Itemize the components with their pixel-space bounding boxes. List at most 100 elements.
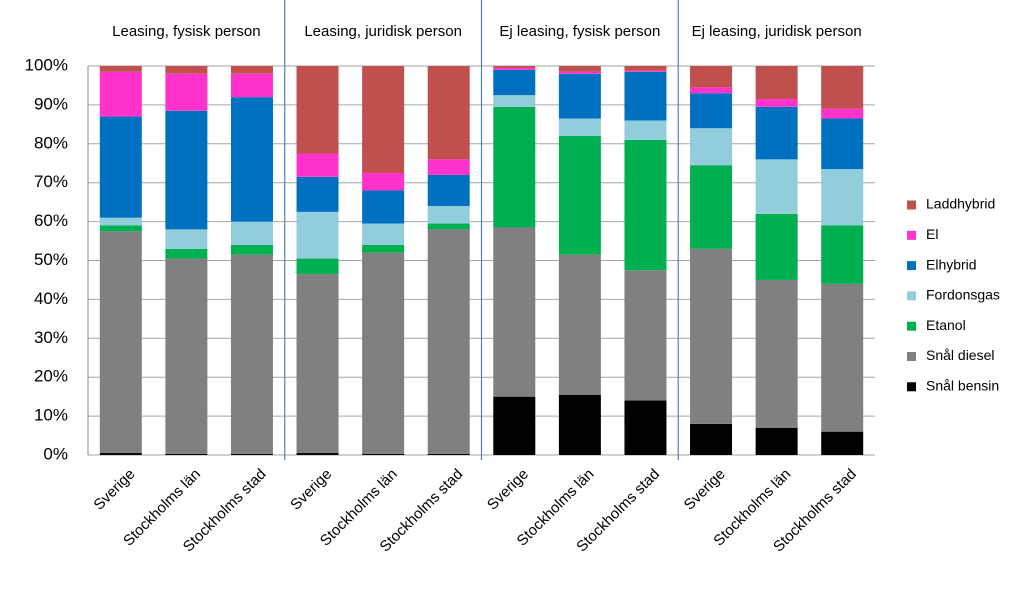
group-label: Leasing, fysisk person — [112, 23, 260, 40]
bar-segment — [165, 248, 208, 259]
bar-segment — [624, 270, 667, 401]
bar-segment — [755, 213, 798, 280]
bar-segment — [427, 174, 470, 207]
legend-label: El — [926, 226, 938, 242]
legend-label: Fordonsgas — [926, 287, 1000, 303]
bar-segment — [99, 71, 142, 117]
bar-segment — [296, 153, 339, 177]
bar-segment — [427, 229, 470, 454]
legend-swatch — [907, 230, 916, 240]
bar-segment — [427, 159, 470, 175]
bar-segment — [230, 73, 273, 98]
bar-segment — [99, 66, 142, 72]
bar-segment — [558, 73, 601, 119]
bar-segment — [296, 176, 339, 212]
y-tick-label: 90% — [34, 94, 68, 113]
bar-segment — [165, 73, 208, 111]
x-tick-label: Sverige — [484, 466, 532, 514]
bar-segment — [165, 229, 208, 249]
bar-segment — [427, 223, 470, 230]
bar-segment — [493, 95, 536, 107]
y-tick-label: 0% — [43, 444, 68, 463]
bar-segment — [296, 453, 339, 455]
bar-segment — [690, 423, 733, 455]
group-label: Ej leasing, juridisk person — [692, 23, 862, 40]
group-label: Ej leasing, fysisk person — [499, 23, 660, 40]
bar-segment — [362, 223, 405, 245]
bar-segment — [99, 225, 142, 232]
bar-segment — [755, 106, 798, 160]
bar-segment — [821, 225, 864, 284]
bar-segment — [362, 252, 405, 454]
legend-swatch — [907, 321, 916, 331]
y-tick-label: 100% — [25, 55, 68, 74]
legend-swatch — [907, 352, 916, 361]
bar-segment — [624, 400, 667, 455]
bar-segment — [558, 254, 601, 395]
bar-segment — [493, 67, 536, 70]
bar-segment — [624, 70, 667, 72]
bar-segment — [821, 283, 864, 432]
legend-label: Etanol — [926, 317, 966, 333]
bar-segment — [296, 211, 339, 259]
bar-segment — [755, 279, 798, 428]
bar-segment — [690, 93, 733, 129]
bar-segment — [362, 172, 405, 191]
bar-segment — [821, 169, 864, 226]
bar-segment — [230, 221, 273, 245]
bar-segment — [99, 231, 142, 454]
bar-segment — [165, 66, 208, 74]
y-tick-label: 30% — [34, 328, 68, 347]
bar-segment — [493, 396, 536, 455]
bar-segment — [230, 97, 273, 222]
bar-segment — [362, 66, 405, 173]
bar-segment — [427, 453, 470, 455]
bar-segment — [362, 190, 405, 224]
group-label: Leasing, juridisk person — [304, 23, 462, 40]
bar-segment — [99, 453, 142, 455]
bar-segment — [821, 66, 864, 109]
y-tick-label: 80% — [34, 133, 68, 152]
bar-segment — [296, 66, 339, 154]
bar-segment — [427, 206, 470, 224]
bar-segment — [558, 71, 601, 74]
legend-label: Laddhybrid — [926, 196, 995, 212]
y-tick-label: 60% — [34, 211, 68, 230]
y-tick-label: 10% — [34, 406, 68, 425]
bar-segment — [362, 453, 405, 455]
bar-segment — [624, 120, 667, 140]
bar-segment — [755, 427, 798, 455]
bar-segment — [493, 66, 536, 68]
bar-segment — [427, 66, 470, 160]
bar-segment — [230, 254, 273, 454]
bar-segment — [230, 66, 273, 74]
bar-segment — [99, 217, 142, 226]
x-tick-label: Sverige — [287, 466, 335, 514]
bar-segment — [165, 453, 208, 455]
x-tick-label: Sverige — [681, 466, 729, 514]
bar-segment — [690, 165, 733, 249]
legend-swatch — [907, 291, 916, 301]
bar-segment — [755, 66, 798, 100]
bar-segment — [624, 66, 667, 71]
bar-segment — [230, 453, 273, 455]
legend-swatch — [907, 261, 916, 271]
bar-segment — [690, 66, 733, 88]
bar-segment — [821, 118, 864, 170]
bar-segment — [493, 69, 536, 96]
bar-segment — [165, 258, 208, 454]
y-tick-label: 70% — [34, 172, 68, 191]
bar-segment — [558, 118, 601, 137]
legend-label: Elhybrid — [926, 256, 977, 272]
bar-segment — [296, 274, 339, 454]
bar-segment — [493, 106, 536, 228]
bar-segment — [755, 159, 798, 214]
bar-segment — [558, 394, 601, 455]
bar-segment — [690, 87, 733, 94]
bar-segment — [690, 248, 733, 424]
legend-label: Snål bensin — [926, 378, 999, 394]
bar-segment — [362, 244, 405, 253]
bar-segment — [230, 244, 273, 255]
bar-segment — [624, 71, 667, 121]
